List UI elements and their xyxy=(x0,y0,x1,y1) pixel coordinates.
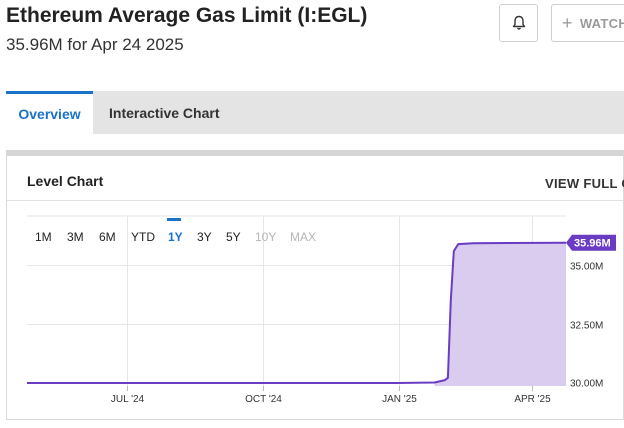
range-button-max: MAX xyxy=(290,230,317,244)
x-tick-label: OCT '24 xyxy=(245,394,282,405)
x-tick-label: JUL '24 xyxy=(111,394,145,405)
tab-interactive-chart[interactable]: Interactive Chart xyxy=(109,104,220,121)
watch-button-label: WATCH xyxy=(579,15,624,31)
tab-overview[interactable]: Overview xyxy=(6,91,93,134)
range-button-ytd[interactable]: YTD xyxy=(131,230,155,244)
series-area xyxy=(434,242,566,386)
series-line xyxy=(27,241,567,384)
bell-icon xyxy=(512,15,525,30)
active-range-marker xyxy=(167,218,181,221)
range-button-5y[interactable]: 5Y xyxy=(226,230,241,244)
range-button-6m[interactable]: 6M xyxy=(99,230,116,244)
card-title: Level Chart xyxy=(27,173,104,189)
range-button-1m[interactable]: 1M xyxy=(35,230,52,244)
tab-bar: Overview Interactive Chart xyxy=(6,91,624,134)
view-full-chart-link[interactable]: VIEW FULL CH xyxy=(545,176,624,191)
x-tick-label: JAN '25 xyxy=(382,394,417,405)
range-button-10y: 10Y xyxy=(255,230,277,244)
page-title: Ethereum Average Gas Limit (I:EGL) xyxy=(6,4,368,27)
range-button-3y[interactable]: 3Y xyxy=(197,230,212,244)
y-tick-label: 35.00M xyxy=(570,262,603,273)
watch-button[interactable]: + WATCH xyxy=(551,4,624,42)
card-divider xyxy=(7,200,623,201)
alert-bell-button[interactable] xyxy=(499,4,538,42)
latest-value-subtitle: 35.96M for Apr 24 2025 xyxy=(6,35,184,54)
last-value-label: 35.96M xyxy=(574,238,611,250)
y-tick-label: 32.50M xyxy=(570,321,603,332)
y-tick-label: 30.00M xyxy=(570,379,603,390)
plus-icon: + xyxy=(562,12,573,33)
range-button-3m[interactable]: 3M xyxy=(67,230,84,244)
range-button-1y[interactable]: 1Y xyxy=(168,230,183,244)
x-tick-label: APR '25 xyxy=(514,394,551,405)
last-value-badge xyxy=(566,234,616,251)
